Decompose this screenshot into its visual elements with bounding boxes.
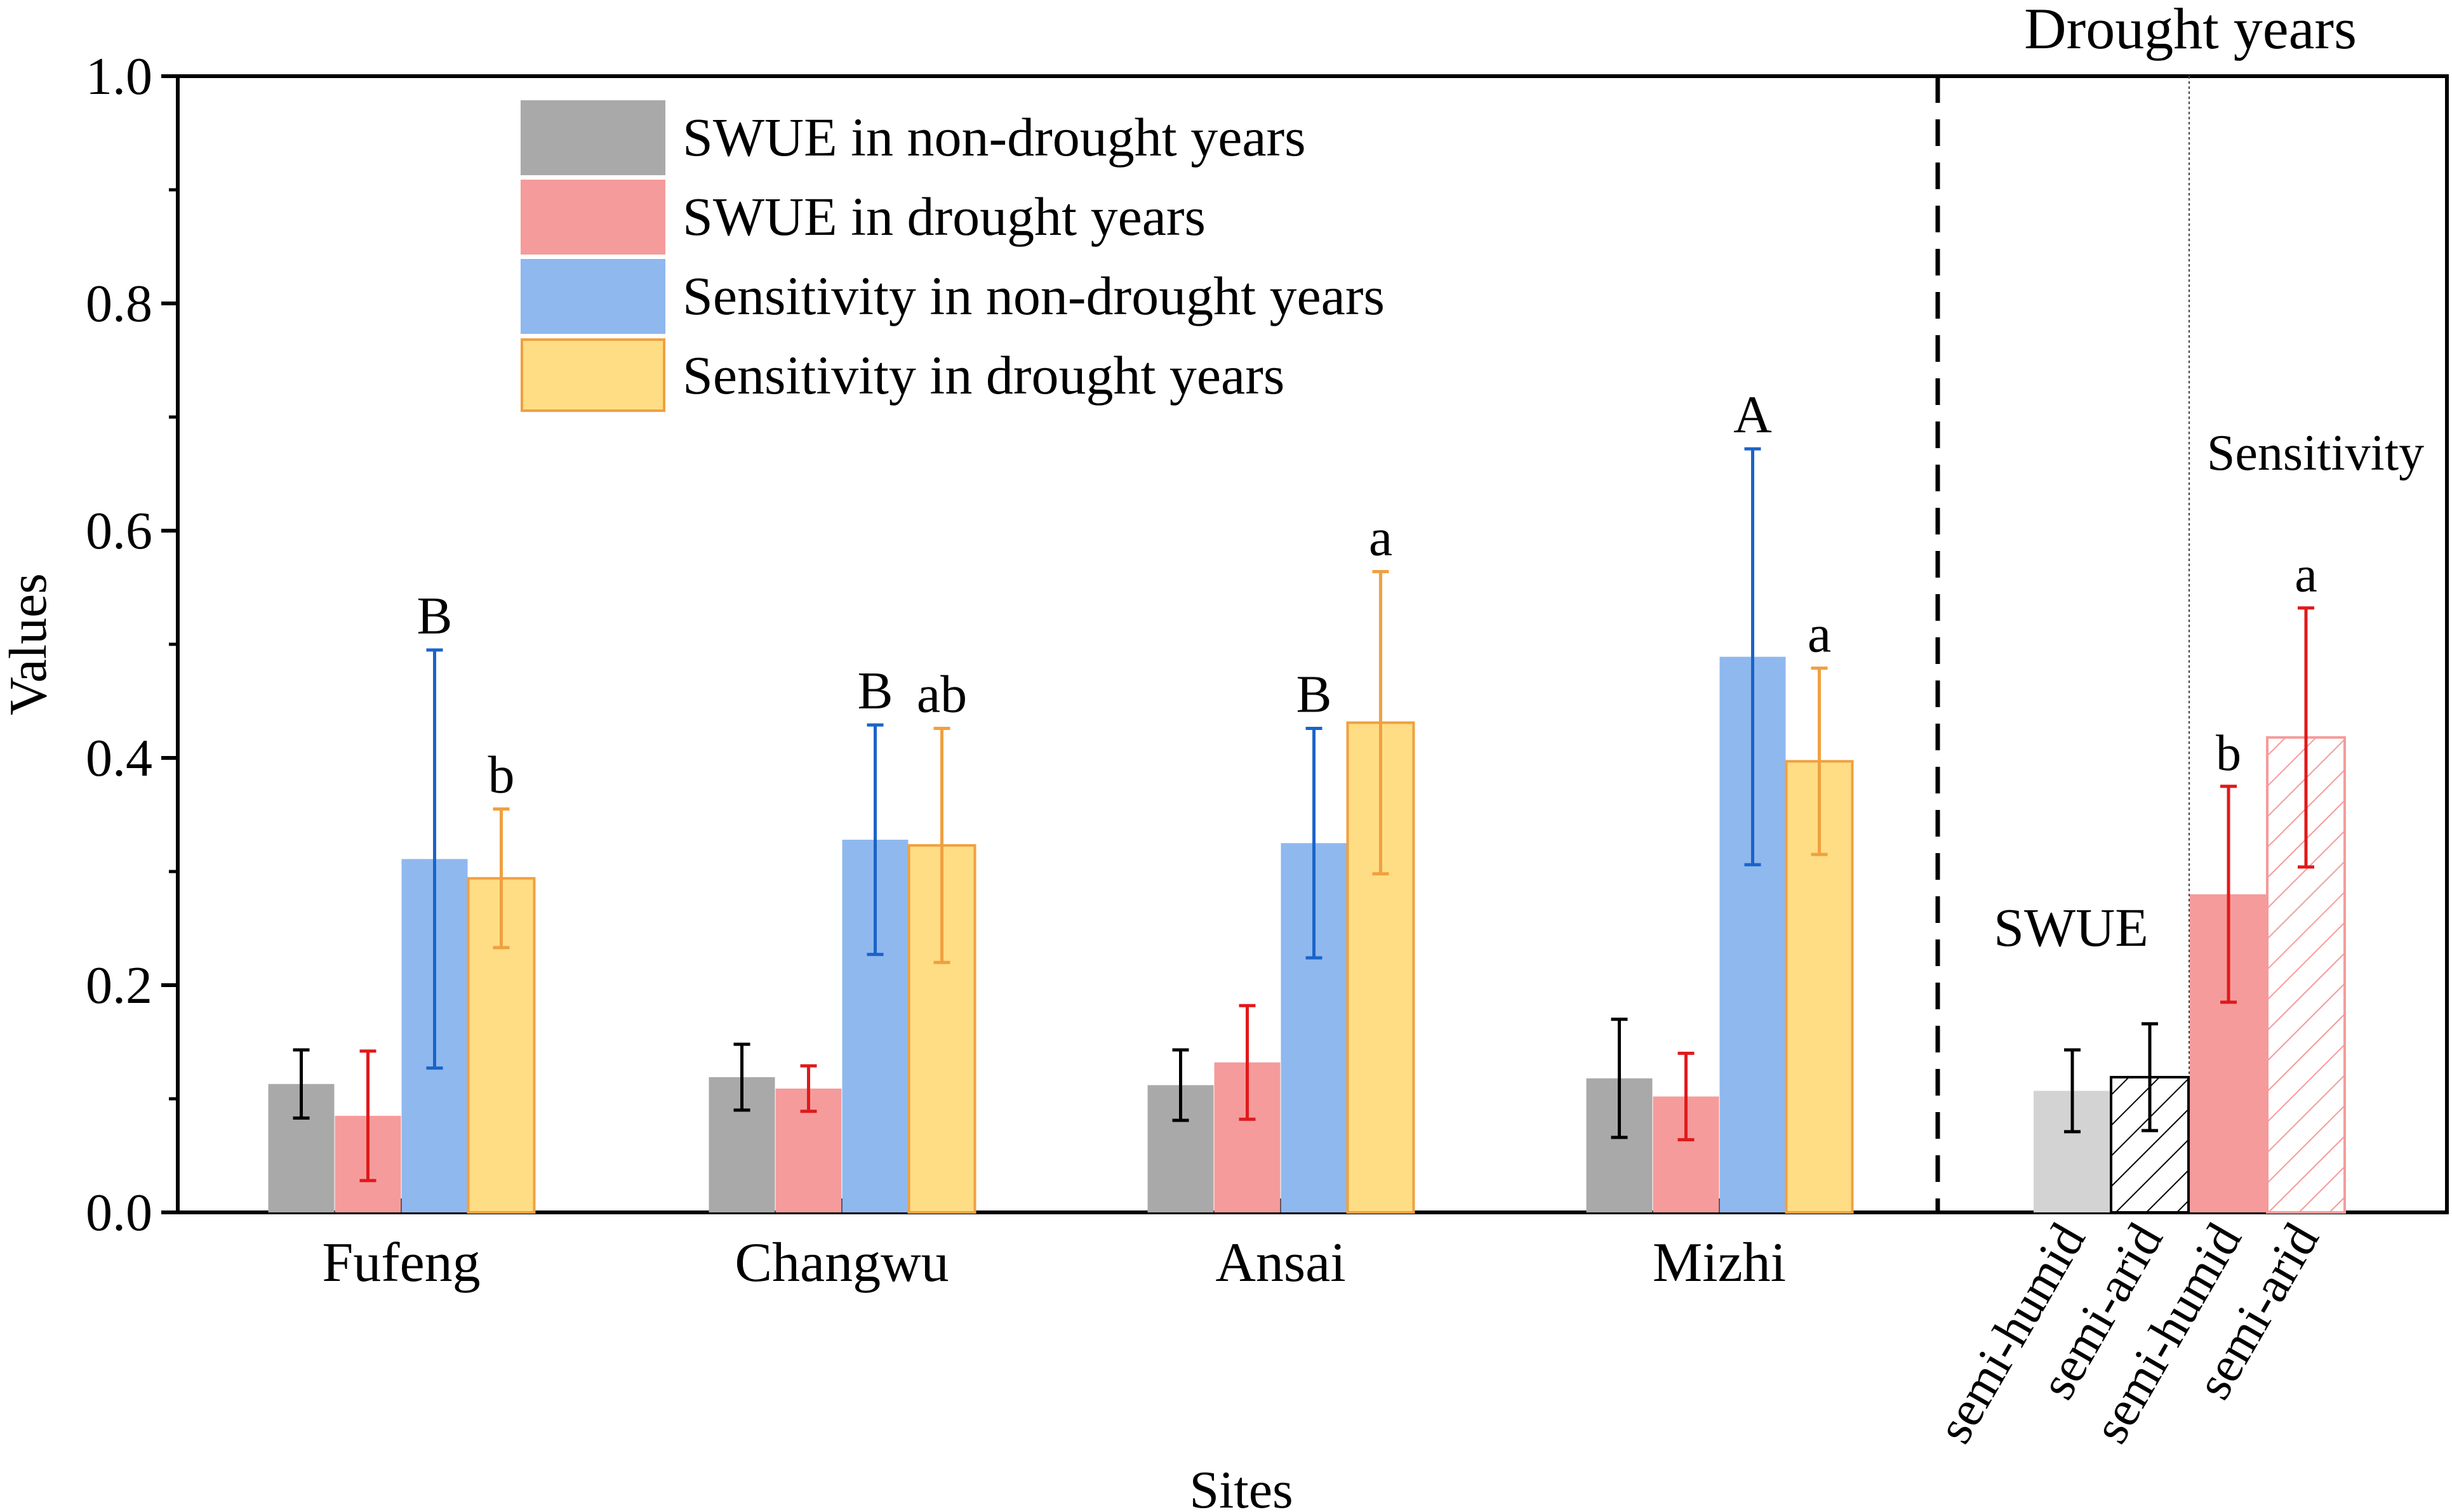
significance-letter: B [416, 587, 452, 646]
y-tick-label: 0.8 [86, 274, 152, 333]
y-tick-label: 0.6 [86, 501, 152, 560]
drought-group-label-swue: SWUE [1994, 897, 2149, 958]
significance-letter: a [1369, 508, 1392, 567]
significance-letter: b [488, 746, 515, 805]
legend-swatch-0 [521, 100, 665, 175]
legend-swatch-3 [521, 338, 665, 412]
legend-swatch-1 [521, 180, 665, 255]
legend-swatch-2 [521, 259, 665, 334]
x-axis-title: Sites [1189, 1461, 1293, 1512]
x-tick-label-mizhi: Mizhi [1653, 1232, 1786, 1294]
drought-panel-title: Drought years [2024, 0, 2357, 61]
significance-letter: A [1733, 385, 1772, 444]
x-tick-label-ansai: Ansai [1215, 1232, 1345, 1294]
main-bars: B B B Ab ab a a [268, 385, 1854, 1214]
significance-letter: ab [917, 665, 967, 724]
significance-letter: b [2216, 726, 2241, 781]
y-tick-label: 0.2 [86, 956, 152, 1015]
y-tick-label: 0.4 [86, 729, 152, 788]
significance-letter: B [1296, 665, 1331, 724]
significance-letter: a [1808, 605, 1831, 664]
legend: SWUE in non-drought years SWUE in drough… [521, 100, 1385, 412]
legend-label-0: SWUE in non-drought years [683, 107, 1306, 168]
significance-letter: B [857, 661, 893, 720]
y-tick-label: 1.0 [86, 47, 152, 106]
x-axis: Fufeng Changwu Ansai Mizhi [322, 1198, 1786, 1294]
y-tick-label: 0.0 [86, 1183, 152, 1242]
significance-letter: a [2295, 547, 2317, 603]
legend-label-1: SWUE in drought years [683, 186, 1206, 247]
legend-label-2: Sensitivity in non-drought years [683, 265, 1385, 326]
legend-label-3: Sensitivity in drought years [683, 345, 1284, 406]
drought-group-label-sensitivity: Sensitivity [2207, 425, 2424, 481]
y-axis: 0.0 0.2 0.4 0.6 0.8 1.0 [86, 47, 178, 1242]
x-tick-label-fufeng: Fufeng [322, 1232, 480, 1294]
x-tick-label-changwu: Changwu [735, 1232, 949, 1294]
y-axis-title: Values [0, 573, 58, 715]
